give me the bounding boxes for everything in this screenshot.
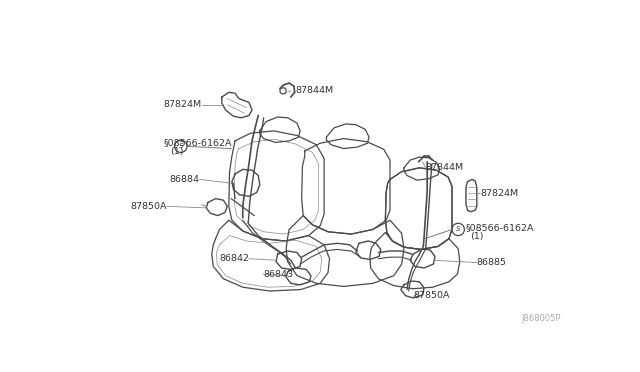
Text: 86884: 86884 bbox=[170, 175, 199, 184]
Text: J868005P: J868005P bbox=[521, 314, 561, 323]
Text: (1): (1) bbox=[470, 232, 483, 241]
Text: 87824M: 87824M bbox=[480, 189, 518, 198]
Text: (1): (1) bbox=[170, 147, 184, 156]
Text: 86842: 86842 bbox=[219, 254, 249, 263]
Text: 87850A: 87850A bbox=[131, 202, 167, 211]
Text: S: S bbox=[179, 143, 183, 149]
Text: §08566-6162A: §08566-6162A bbox=[164, 138, 232, 147]
Text: 87824M: 87824M bbox=[164, 100, 202, 109]
Text: 87850A: 87850A bbox=[413, 291, 450, 300]
Text: 86843: 86843 bbox=[263, 270, 293, 279]
Text: S: S bbox=[456, 227, 460, 232]
Text: 87844M: 87844M bbox=[426, 163, 464, 172]
Text: §08566-6162A: §08566-6162A bbox=[465, 222, 534, 232]
Text: 86885: 86885 bbox=[477, 258, 507, 267]
Text: 87844M: 87844M bbox=[296, 86, 333, 95]
